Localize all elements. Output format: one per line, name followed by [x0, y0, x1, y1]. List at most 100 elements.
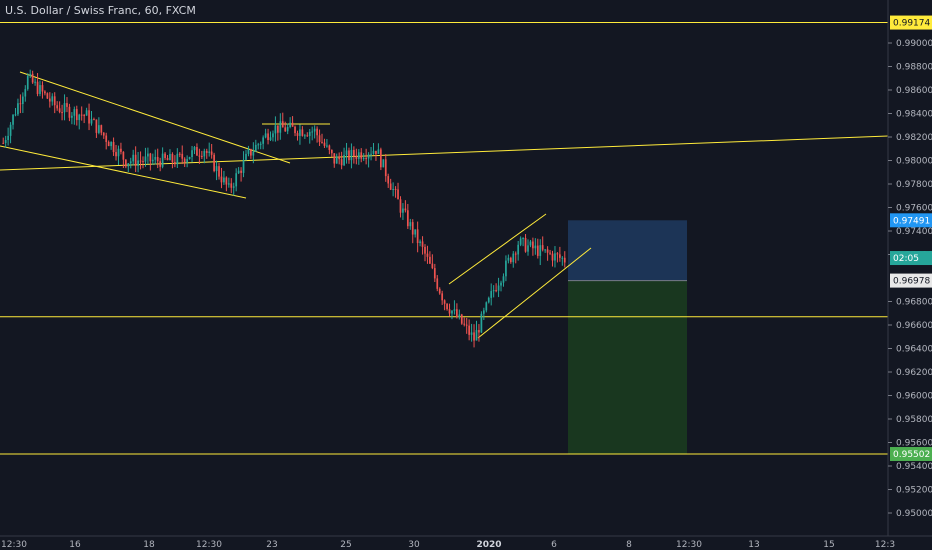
price-tag-box [890, 15, 932, 30]
candle-body [286, 127, 289, 132]
candle-body [279, 121, 282, 133]
candle-body [419, 241, 421, 244]
candle-body [299, 129, 301, 136]
candle-body [451, 310, 453, 314]
candle-body [73, 109, 76, 116]
candle-body [220, 176, 223, 183]
candle-body [561, 257, 564, 259]
candle-body [532, 241, 534, 249]
time-tick-label: 6 [551, 540, 557, 550]
candle-body [61, 112, 63, 114]
candle-body [272, 133, 274, 138]
candle-body [215, 166, 218, 172]
candle-body [122, 151, 125, 160]
candle-body [110, 142, 112, 147]
candle-body [527, 245, 529, 252]
trendline [0, 145, 247, 199]
candle-body [500, 282, 502, 286]
candle-body [389, 183, 392, 190]
candle-body [522, 237, 524, 239]
candle-body [250, 149, 252, 156]
candle-body [301, 129, 304, 136]
price-tag-box [890, 251, 932, 266]
candle-body [98, 125, 100, 133]
candle-body [237, 170, 240, 174]
candle-body [127, 163, 130, 167]
candle-body [556, 253, 559, 255]
candle-body [436, 278, 439, 289]
candle-body [416, 229, 419, 244]
candle-body [340, 159, 343, 166]
candle-body [326, 145, 328, 147]
candle-body [397, 189, 399, 200]
candle-body [323, 142, 326, 146]
candle-body [549, 252, 551, 254]
candle-body [355, 156, 358, 159]
candle-body [296, 133, 299, 136]
candle-body [142, 161, 144, 163]
candle-body [306, 135, 309, 137]
candle-body [482, 310, 485, 314]
candle-body [58, 108, 61, 113]
candle-body [470, 332, 473, 335]
candle-body [174, 162, 176, 165]
candle-body [7, 135, 9, 141]
candle-body [409, 222, 412, 227]
candle-body [181, 153, 184, 159]
price-tick-label: 0.96400 [896, 345, 932, 355]
price-tag-label: 0.99174 [893, 19, 930, 29]
candle-body [95, 119, 98, 133]
price-tick-label: 0.95400 [896, 462, 932, 472]
candle-body [147, 153, 149, 157]
candle-body [370, 153, 372, 155]
candle-body [517, 244, 520, 255]
candle-body [316, 128, 318, 136]
candle-body [186, 159, 188, 163]
candle-body [9, 124, 12, 136]
time-tick-label: 13 [748, 540, 759, 550]
candle-body [392, 188, 394, 190]
candle-body [232, 186, 235, 188]
candle-body [362, 157, 365, 159]
price-tick-label: 0.95000 [896, 509, 932, 519]
candle-body [48, 98, 51, 102]
candle-body [559, 254, 561, 258]
candle-body [465, 324, 468, 326]
candle-body [90, 119, 93, 124]
price-tick-label: 0.97600 [896, 204, 932, 214]
candle-body [348, 150, 350, 161]
candle-body [514, 253, 517, 255]
candle-body [509, 257, 512, 263]
candle-body [53, 96, 56, 106]
candle-body [205, 150, 208, 153]
candle-body [26, 75, 29, 90]
candle-body [318, 135, 321, 142]
candle-body [382, 159, 385, 168]
candle-body [100, 125, 103, 133]
candle-body [512, 253, 515, 263]
candle-body [345, 150, 348, 155]
price-tick-label: 0.96800 [896, 298, 932, 308]
candle-body [191, 150, 193, 158]
candle-body [473, 332, 475, 341]
candle-body [380, 149, 382, 168]
trendlines [0, 71, 889, 339]
candle-body [21, 96, 24, 104]
candle-body [149, 153, 152, 162]
candle-body [102, 132, 105, 136]
price-tick-label: 0.98000 [896, 157, 932, 167]
candle-body [448, 309, 451, 314]
candlestick-series [2, 69, 566, 348]
candle-body [245, 153, 247, 160]
candle-body [262, 137, 265, 144]
candle-body [78, 114, 81, 121]
candle-body [311, 131, 314, 133]
candle-body [431, 263, 434, 269]
price-tick-label: 0.95600 [896, 439, 932, 449]
time-axis[interactable]: 12:30 16 18 12:30 23 25 30 2020 6 8 12:30 13 15 12:3 [1, 540, 895, 550]
candle-body [284, 127, 287, 132]
trendline [19, 71, 291, 164]
time-tick-label: 23 [266, 540, 277, 550]
